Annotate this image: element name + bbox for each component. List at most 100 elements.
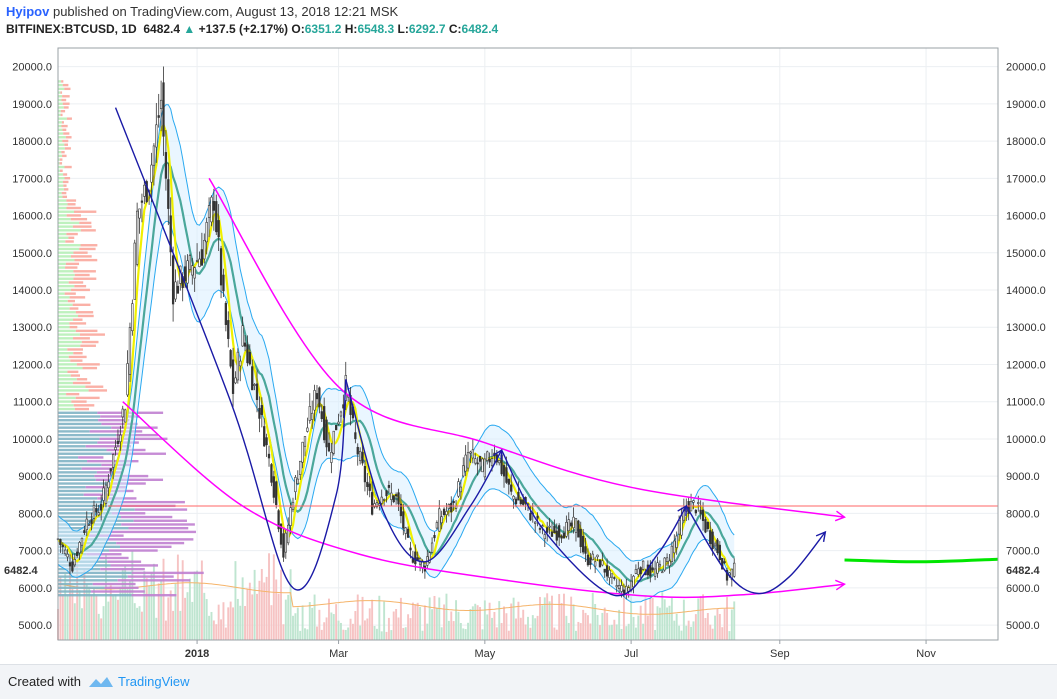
candle-body <box>277 510 280 530</box>
volume-bar <box>570 596 573 640</box>
volume-profile-bar-down <box>59 162 63 165</box>
volume-bar <box>253 569 256 640</box>
candle-body <box>399 503 403 517</box>
last-price-tags: 6482.4 6482.4 <box>0 561 1055 578</box>
candle-body <box>140 200 144 203</box>
volume-profile-bar-up <box>58 500 114 504</box>
volume-bar <box>95 595 98 640</box>
volume-profile-bar-down <box>75 396 100 400</box>
volume-profile-bar-down <box>75 329 98 333</box>
volume-bar <box>431 609 434 640</box>
bollinger-upper <box>57 104 735 562</box>
price-chart[interactable]: 5000.0 6000.0 7000.0 8000.0 9000.0 10000.0 110… <box>0 40 1057 664</box>
volume-bar <box>66 595 69 640</box>
time-axis[interactable]: 2018 Mar May Jul Sep Nov <box>185 640 937 660</box>
candle-body <box>119 434 122 443</box>
volume-bar <box>292 615 294 640</box>
volume-bar <box>105 553 107 640</box>
x-tick-label: Sep <box>770 648 790 660</box>
volume-profile-bar-up <box>58 232 67 236</box>
y-tick-label-left: 9000.0 <box>18 471 52 483</box>
candle-body <box>308 406 311 421</box>
volume-bar <box>210 611 213 640</box>
candle-body <box>546 527 549 533</box>
volume-profile-bar-up <box>58 217 71 221</box>
candle-body <box>155 124 158 148</box>
candle-body <box>558 525 561 538</box>
volume-bar <box>289 569 292 640</box>
volume-bar <box>543 597 546 640</box>
volume-bar <box>464 629 467 640</box>
y-tick-label-right: 12000.0 <box>1006 359 1046 371</box>
candle-body <box>260 405 263 415</box>
author-name[interactable]: Hyipov <box>6 4 50 19</box>
volume-bar <box>102 606 105 640</box>
volume-bars <box>57 551 736 640</box>
volume-profile-bar-up <box>58 177 65 180</box>
candle-body <box>68 562 72 567</box>
volume-bar <box>270 605 273 640</box>
volume-bar <box>615 624 618 640</box>
volume-bar <box>560 603 563 640</box>
volume-bar <box>670 598 673 640</box>
candle-body <box>145 181 148 202</box>
volume-profile-bar-down <box>128 527 189 530</box>
volume-profile-bar-up <box>58 251 74 254</box>
right-price-axis[interactable]: 5000.0 6000.0 7000.0 8000.0 9000.0 10000.0 110… <box>1006 62 1046 632</box>
volume-bar <box>440 627 443 640</box>
candle-body <box>680 515 683 536</box>
volume-bar <box>536 615 539 640</box>
candle-body <box>239 360 242 367</box>
candle-body <box>382 499 386 501</box>
candle-body <box>718 544 721 561</box>
candle-body <box>438 508 441 532</box>
tradingview-link[interactable]: TradingView <box>118 674 190 689</box>
volume-bar <box>428 597 431 640</box>
volume-bar <box>251 594 254 640</box>
volume-bar <box>445 593 448 640</box>
volume-bar <box>529 627 532 640</box>
candle-body <box>663 557 666 571</box>
volume-bar <box>280 569 282 640</box>
volume-profile-bar-up <box>58 374 71 377</box>
volume-profile-bar-down <box>98 419 130 422</box>
volume-bar <box>234 561 237 640</box>
candle-body <box>392 495 395 503</box>
volume-bar <box>203 592 206 640</box>
candle-body <box>582 535 585 553</box>
volume-profile-bar-down <box>61 150 65 154</box>
volume-bar <box>443 604 446 640</box>
candle-body <box>287 524 290 544</box>
tradingview-logo-icon[interactable] <box>88 675 114 689</box>
projection-level <box>844 557 999 564</box>
candle-body <box>80 537 84 546</box>
volume-bar <box>390 630 393 640</box>
candle-body <box>171 255 175 305</box>
volume-bar <box>462 628 465 640</box>
y-tick-label-right: 16000.0 <box>1006 211 1046 223</box>
volume-bar <box>174 583 177 640</box>
volume-bar <box>594 603 597 640</box>
volume-bar <box>493 612 496 640</box>
volume-bar <box>59 577 62 640</box>
volume-profile-bar-up <box>58 307 70 310</box>
candle-body <box>665 557 669 562</box>
volume-bar <box>572 604 575 640</box>
volume-bar <box>457 611 460 640</box>
volume-profile-bar-down <box>73 352 83 355</box>
volume-profile-bar-up <box>58 325 70 329</box>
volume-profile-bar-down <box>74 273 90 277</box>
volume-bar <box>423 605 426 640</box>
candle-body <box>313 390 316 411</box>
candle-body <box>332 430 335 454</box>
left-price-axis[interactable]: 5000.0 6000.0 7000.0 8000.0 9000.0 10000.0 110… <box>12 62 52 632</box>
volume-bar <box>335 604 338 640</box>
volume-bar <box>241 577 244 640</box>
candle-body <box>670 545 674 562</box>
volume-profile-bar-up <box>58 184 64 187</box>
candle-body <box>605 565 609 577</box>
volume-bar <box>656 606 659 640</box>
candle-body <box>339 411 343 417</box>
volume-profile-bar-down <box>68 281 84 284</box>
volume-profile-bar-up <box>58 579 118 582</box>
